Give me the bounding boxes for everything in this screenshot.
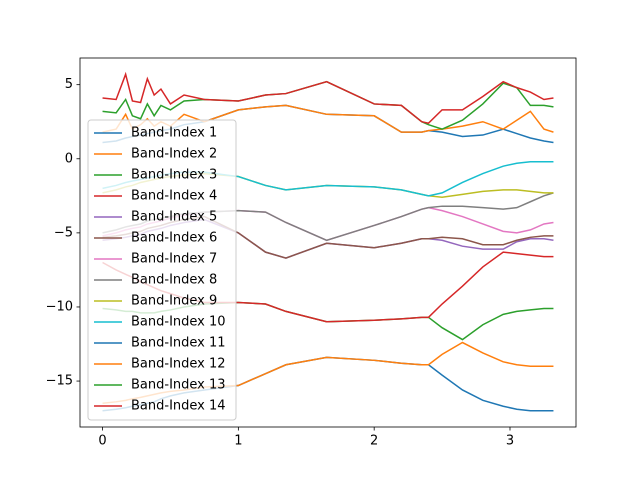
legend-label: Band-Index 1 (131, 126, 217, 141)
y-tick-label: −10 (46, 299, 73, 314)
legend-label: Band-Index 9 (131, 294, 217, 309)
axes-frame (79, 57, 577, 428)
x-tick-label: 3 (506, 434, 514, 449)
y-tick-label: 5 (65, 77, 73, 92)
x-tick-label: 2 (370, 434, 378, 449)
x-tick-label: 0 (98, 434, 106, 449)
legend-label: Band-Index 6 (131, 231, 217, 246)
legend-label: Band-Index 12 (131, 357, 226, 372)
legend: Band-Index 1 Band-Index 2 Band-Index 3 Band… (87, 119, 237, 421)
legend-label: Band-Index 8 (131, 273, 217, 288)
legend-label: Band-Index 3 (131, 168, 217, 183)
y-tick-label: −5 (54, 225, 73, 240)
legend-label: Band-Index 5 (131, 210, 217, 225)
legend-label: Band-Index 11 (131, 336, 226, 351)
y-tick-label: −15 (46, 374, 73, 389)
legend-label: Band-Index 14 (131, 399, 226, 414)
legend-label: Band-Index 4 (131, 189, 217, 204)
legend-label: Band-Index 7 (131, 252, 217, 267)
y-tick-label: 0 (65, 151, 73, 166)
legend-box (87, 119, 237, 421)
band-line (102, 71, 554, 125)
legend-label: Band-Index 2 (131, 147, 217, 162)
legend-label: Band-Index 13 (131, 378, 226, 393)
legend-label: Band-Index 10 (131, 315, 226, 330)
x-tick-label: 1 (234, 434, 242, 449)
